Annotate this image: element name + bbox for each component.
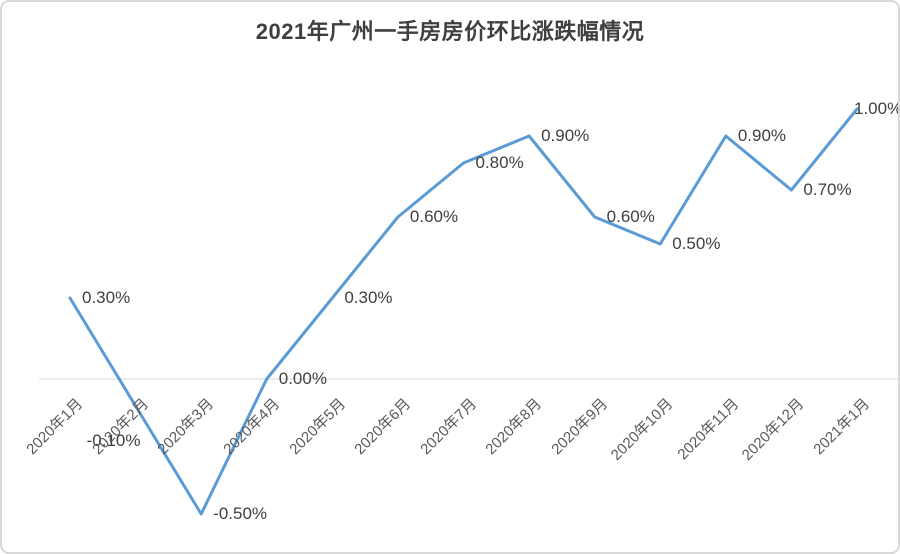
- data-label: 0.30%: [82, 288, 131, 307]
- data-label: 0.60%: [606, 207, 655, 226]
- data-label: -0.50%: [213, 504, 268, 523]
- chart-title: 2021年广州一手房房价环比涨跌幅情况: [255, 19, 645, 44]
- data-label: 0.80%: [475, 153, 524, 172]
- data-label: 0.90%: [541, 126, 590, 145]
- data-label: 0.50%: [672, 234, 721, 253]
- data-label: 0.00%: [278, 369, 327, 388]
- data-label: 0.90%: [737, 126, 787, 145]
- price-change-line-series: [68, 107, 859, 516]
- data-label: 0.70%: [803, 180, 852, 199]
- data-label: 0.30%: [344, 288, 393, 307]
- data-label: 0.60%: [409, 207, 459, 226]
- data-label: 1.00%: [853, 99, 900, 118]
- data-label: -0.10%: [86, 431, 141, 450]
